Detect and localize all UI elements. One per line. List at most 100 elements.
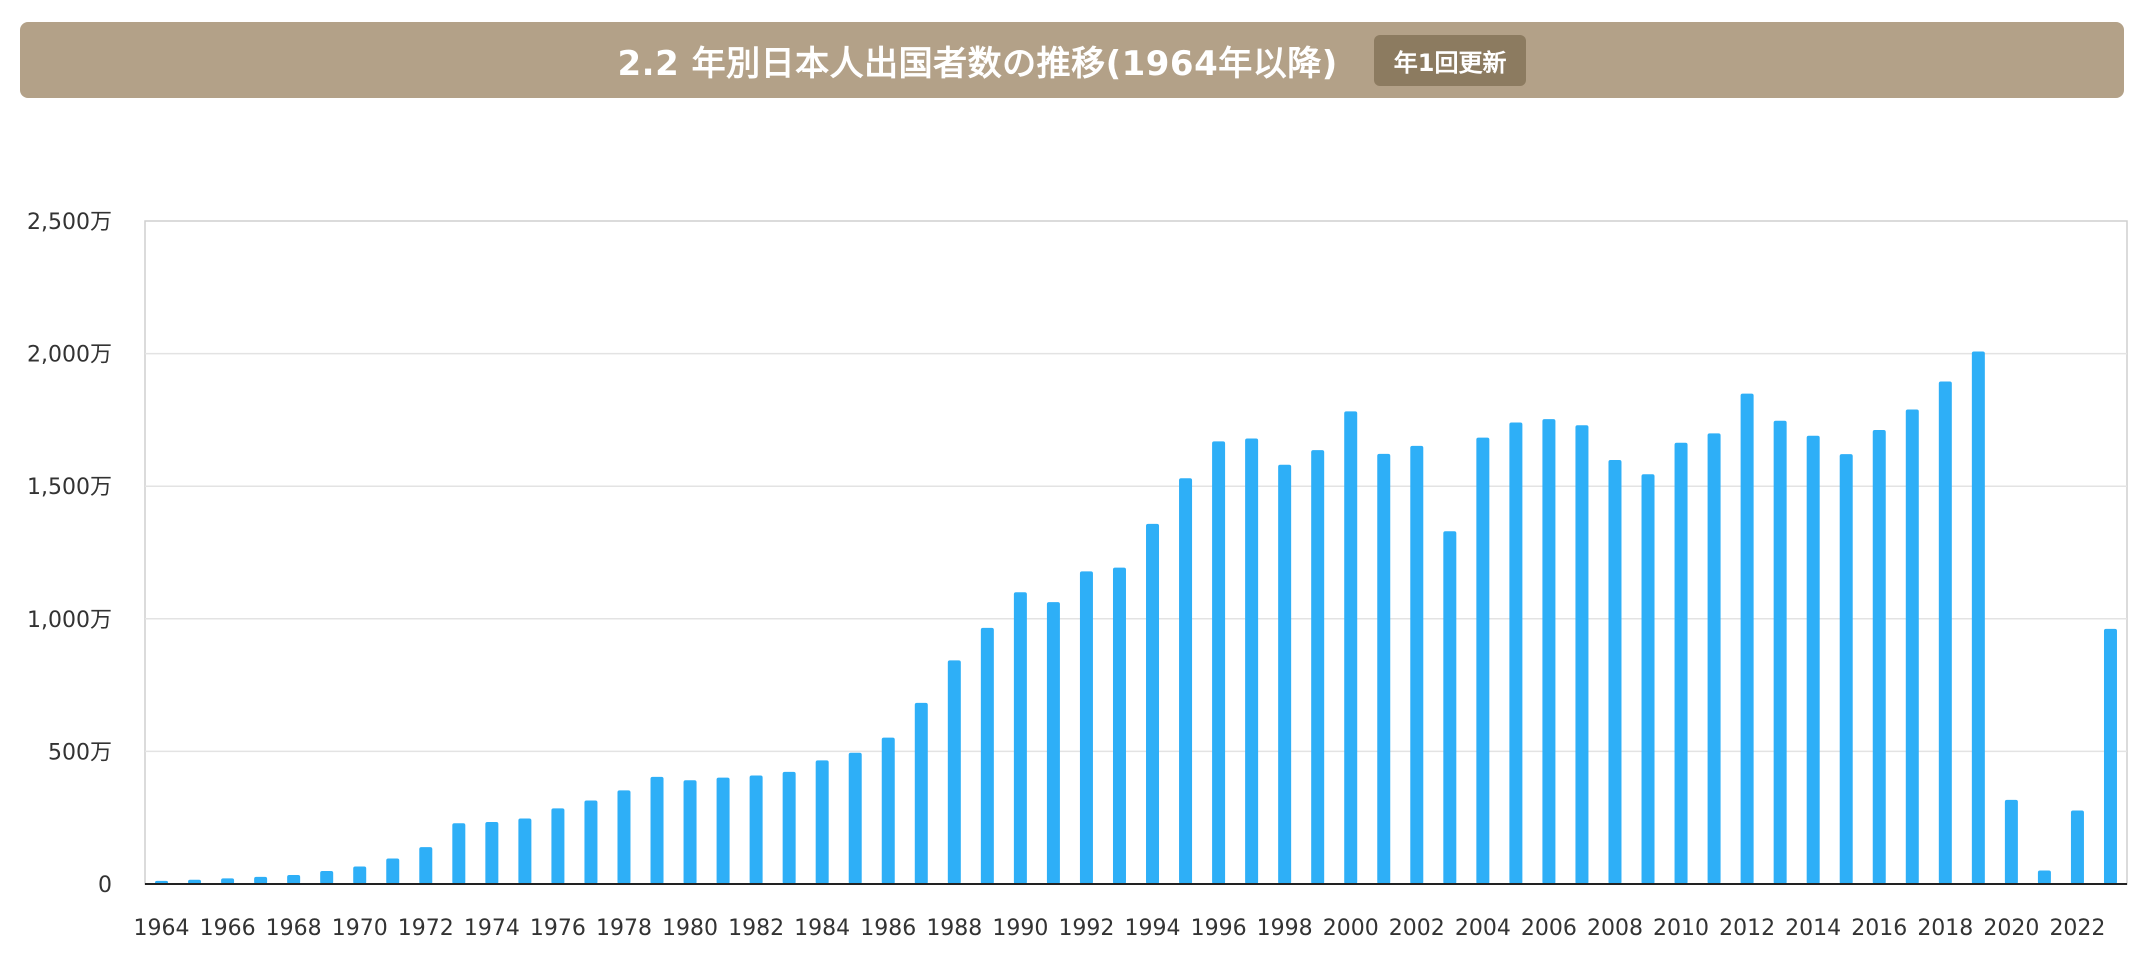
bar-1965 — [188, 879, 202, 884]
bar-2003 — [1443, 531, 1457, 884]
x-tick-label: 2022 — [2049, 916, 2105, 941]
bar-2001 — [1377, 453, 1391, 884]
bar-1994 — [1146, 523, 1160, 884]
bar-1987 — [914, 702, 928, 884]
x-tick-label: 1976 — [530, 916, 586, 941]
x-tick-label: 1968 — [266, 916, 322, 941]
bar-1982 — [749, 775, 763, 884]
bar-1973 — [452, 823, 466, 884]
bar-1984 — [815, 760, 829, 884]
x-tick-label: 1972 — [398, 916, 454, 941]
page-title: 2.2 年別日本人出国者数の推移(1964年以降) — [617, 43, 1338, 84]
bar-1978 — [617, 790, 631, 884]
bar-2000 — [1344, 411, 1358, 884]
bar-2021 — [2037, 870, 2051, 884]
update-frequency-badge: 年1回更新 — [1373, 34, 1527, 86]
x-tick-label: 1964 — [134, 916, 190, 941]
x-tick-label: 1998 — [1257, 916, 1313, 941]
bar-1998 — [1278, 464, 1292, 884]
x-tick-label: 2000 — [1323, 916, 1379, 941]
bar-1985 — [848, 752, 862, 884]
bar-2012 — [1740, 393, 1754, 884]
bar-1976 — [551, 808, 565, 884]
x-tick-label: 1986 — [860, 916, 916, 941]
x-tick-label: 1992 — [1058, 916, 1114, 941]
bar-2022 — [2070, 810, 2084, 884]
x-tick-label: 2020 — [1983, 916, 2039, 941]
bar-2019 — [1971, 351, 1985, 884]
x-tick-label: 2016 — [1851, 916, 1907, 941]
bar-1967 — [254, 876, 268, 884]
bar-2011 — [1707, 433, 1721, 884]
y-tick-label: 500万 — [48, 740, 112, 765]
y-tick-label: 2,000万 — [27, 343, 112, 368]
bar-2015 — [1839, 454, 1853, 884]
bar-2004 — [1476, 437, 1490, 884]
bar-1983 — [782, 771, 796, 884]
x-tick-label: 2012 — [1719, 916, 1775, 941]
x-tick-label: 1970 — [332, 916, 388, 941]
x-tick-label: 2002 — [1389, 916, 1445, 941]
x-tick-label: 2006 — [1521, 916, 1577, 941]
bar-1966 — [221, 878, 235, 884]
bar-2014 — [1806, 435, 1820, 884]
x-tick-label: 1982 — [728, 916, 784, 941]
x-tick-label: 2010 — [1653, 916, 1709, 941]
bar-2020 — [2004, 799, 2018, 884]
x-tick-label: 2014 — [1785, 916, 1841, 941]
bar-1993 — [1112, 567, 1126, 884]
bar-1988 — [947, 660, 961, 884]
bar-1992 — [1079, 571, 1093, 884]
bar-1975 — [518, 818, 532, 884]
x-tick-label: 1980 — [662, 916, 718, 941]
bar-1981 — [716, 777, 730, 884]
x-tick-label: 1994 — [1125, 916, 1181, 941]
y-tick-label: 1,000万 — [27, 608, 112, 633]
x-tick-label: 1996 — [1191, 916, 1247, 941]
bar-1986 — [881, 737, 895, 884]
x-tick-label: 2018 — [1917, 916, 1973, 941]
plot-frame — [144, 220, 2128, 885]
bar-1970 — [353, 866, 367, 884]
bar-1980 — [683, 780, 697, 884]
bar-2007 — [1575, 425, 1589, 884]
bar-2023 — [2103, 628, 2117, 884]
x-tick-label: 1978 — [596, 916, 652, 941]
x-tick-label: 2008 — [1587, 916, 1643, 941]
bar-2009 — [1641, 474, 1655, 884]
bar-1991 — [1046, 602, 1060, 884]
bar-1971 — [386, 858, 400, 884]
x-tick-label: 1988 — [926, 916, 982, 941]
x-tick-label: 1974 — [464, 916, 520, 941]
bar-2017 — [1905, 409, 1919, 884]
x-tick-label: 2004 — [1455, 916, 1511, 941]
bar-2010 — [1674, 442, 1688, 884]
x-tick-label: 1984 — [794, 916, 850, 941]
bar-1972 — [419, 847, 433, 884]
bar-1995 — [1179, 478, 1193, 884]
bar-1996 — [1212, 441, 1226, 884]
bar-1979 — [650, 776, 664, 884]
bar-1989 — [980, 627, 994, 884]
bar-1990 — [1013, 592, 1027, 884]
bar-1974 — [485, 821, 499, 884]
y-tick-label: 0 — [98, 873, 112, 898]
bar-2016 — [1872, 429, 1886, 884]
bar-1968 — [287, 874, 301, 884]
y-tick-label: 1,500万 — [27, 475, 112, 500]
x-tick-label: 1990 — [992, 916, 1048, 941]
x-tick-label: 1966 — [200, 916, 256, 941]
bar-2013 — [1773, 420, 1787, 884]
bar-1977 — [584, 800, 598, 884]
bar-2005 — [1509, 422, 1523, 884]
bar-1999 — [1311, 450, 1325, 884]
bar-2008 — [1608, 459, 1622, 884]
bar-1997 — [1245, 438, 1259, 884]
y-tick-label: 2,500万 — [27, 210, 112, 235]
bar-2006 — [1542, 419, 1556, 884]
bar-1969 — [320, 871, 334, 884]
bar-2002 — [1410, 445, 1424, 884]
header-bar: 2.2 年別日本人出国者数の推移(1964年以降) 年1回更新 — [20, 22, 2124, 98]
bar-2018 — [1938, 381, 1952, 884]
